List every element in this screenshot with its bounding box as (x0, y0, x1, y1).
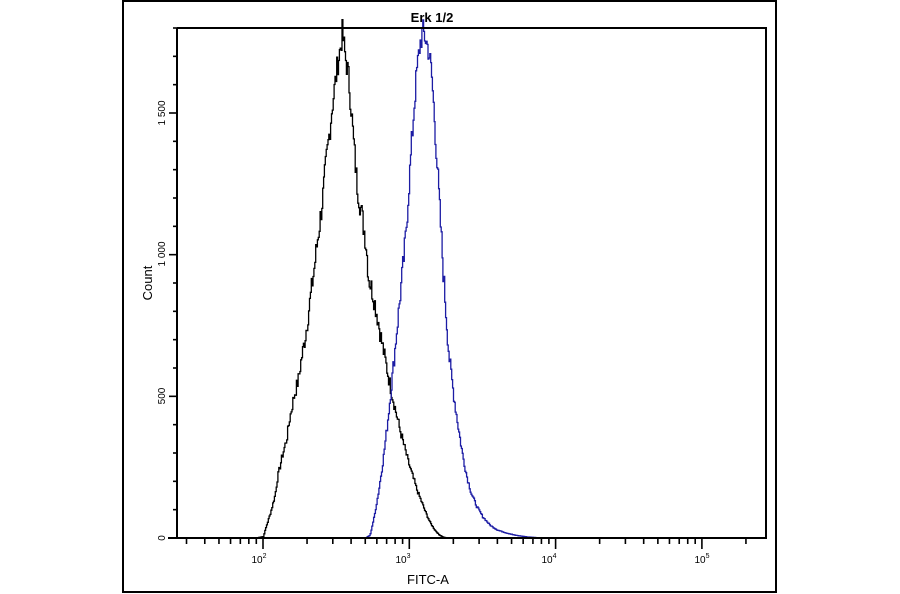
x-axis-ticks (185, 538, 747, 549)
x-tick-label-1e4: 104 (541, 553, 556, 566)
y-axis-label: Count (140, 265, 155, 300)
x-axis-label: FITC-A (407, 572, 449, 587)
x-tick-label-1e3: 103 (395, 553, 410, 566)
histogram-series-layer (175, 19, 764, 539)
figure-frame (122, 0, 777, 593)
y-axis-ticks (169, 27, 177, 539)
y-tick-labels: 0 500 1 000 1 500 (157, 100, 168, 541)
x-tick-label-1e2: 102 (251, 553, 266, 566)
y-tick-label-500: 500 (157, 387, 168, 404)
y-tick-label-1000: 1 000 (157, 241, 168, 266)
x-tick-labels: 102 103 104 105 (251, 553, 709, 566)
y-tick-label-1500: 1 500 (157, 100, 168, 125)
erk-stained-histogram-line (175, 19, 764, 539)
chart-title: Erk 1/2 (411, 10, 454, 25)
plot-box-top-right (177, 27, 767, 538)
x-tick-label-1e5: 105 (694, 553, 709, 566)
y-tick-label-0: 0 (157, 535, 168, 541)
control-histogram-line (175, 19, 764, 539)
